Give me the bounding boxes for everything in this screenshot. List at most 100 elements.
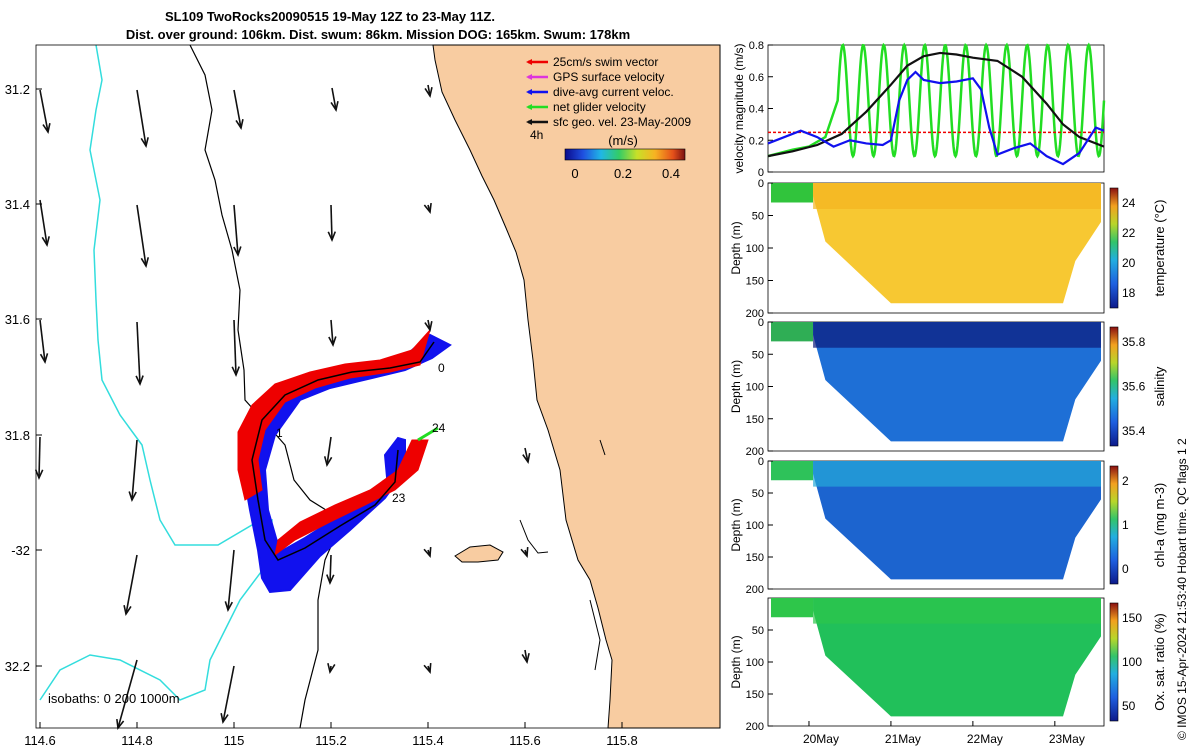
colorbar-tick-label: 50 bbox=[1122, 699, 1136, 713]
velocity-y-tick-label: 0.4 bbox=[749, 104, 764, 116]
geo-arrow bbox=[326, 436, 332, 466]
day-label: 1 bbox=[276, 426, 283, 440]
section-inshore-shelf bbox=[771, 183, 814, 203]
depth-tick-label: 0 bbox=[758, 178, 764, 190]
section-panel: 0 50 100 150 200 Depth (m) 35.8 35.6 35.4 salinit… bbox=[729, 317, 1167, 458]
map-x-tick-label: 115.8 bbox=[606, 733, 638, 748]
section-colorbar bbox=[1109, 326, 1119, 447]
day-label: 24 bbox=[432, 421, 446, 435]
geo-arrow-head bbox=[522, 453, 531, 465]
legend-label: 25cm/s swim vector bbox=[553, 55, 658, 69]
day-label: 23 bbox=[392, 491, 406, 505]
geo-arrow-head bbox=[39, 353, 49, 365]
legend-swatch-head bbox=[526, 74, 532, 80]
map-x-tick-label: 115.2 bbox=[315, 733, 347, 748]
geo-arrow-head bbox=[327, 231, 337, 243]
section-panel: 0 50 100 150 200 Depth (m) 24 22 20 18 temperature… bbox=[729, 178, 1167, 320]
section-upper-layer bbox=[813, 598, 1101, 624]
geo-arrow bbox=[39, 199, 48, 246]
colorbar-label: temperature (°C) bbox=[1152, 200, 1167, 297]
geo-arrow-head bbox=[326, 574, 335, 586]
legend-swatch-head bbox=[526, 119, 532, 125]
section-upper-layer bbox=[813, 322, 1101, 348]
geo-arrow-head bbox=[233, 246, 242, 258]
velocity-y-label: velocity magnitude (m/s) bbox=[732, 43, 746, 173]
section-data-region bbox=[813, 183, 1101, 304]
depth-axis-label: Depth (m) bbox=[729, 221, 743, 274]
depth-axis-label: Depth (m) bbox=[729, 360, 743, 413]
net-velocity-arrow bbox=[417, 426, 439, 442]
depth-tick-label: 150 bbox=[746, 414, 764, 426]
depth-axis-label: Depth (m) bbox=[729, 635, 743, 688]
geo-arrow bbox=[38, 436, 41, 479]
geo-arrow-head bbox=[423, 202, 432, 214]
colorbar-label: Ox. sat. ratio (%) bbox=[1152, 613, 1167, 711]
colorbar-tick-label: 22 bbox=[1122, 226, 1136, 240]
geo-arrow bbox=[131, 439, 138, 501]
geo-arrow bbox=[524, 447, 529, 463]
depth-tick-label: 200 bbox=[746, 308, 764, 320]
geo-arrow bbox=[136, 321, 141, 385]
map-y-tick-label: 31.8 bbox=[5, 428, 30, 443]
track-swim-swath bbox=[237, 329, 431, 557]
map-x-tick-label: 115.4 bbox=[412, 733, 444, 748]
geo-arrow-head bbox=[224, 601, 234, 613]
map-x-ticks: 114.6 114.8 115 115.2 115.4 115.6 115.8 bbox=[24, 722, 638, 748]
title-line-1: SL109 TwoRocks20090515 19-May 12Z to 23-… bbox=[165, 9, 495, 24]
colorbar-tick-label: 2 bbox=[1122, 474, 1129, 488]
geo-arrow-head bbox=[423, 662, 432, 674]
geo-arrow bbox=[136, 89, 147, 147]
depth-tick-label: 200 bbox=[746, 721, 764, 733]
geo-arrow-head bbox=[140, 257, 150, 269]
geo-arrow-head bbox=[423, 546, 432, 558]
section-inshore-shelf bbox=[771, 322, 814, 342]
map-x-tick-label: 114.8 bbox=[121, 733, 153, 748]
land bbox=[432, 44, 721, 729]
geo-arrow bbox=[227, 549, 235, 611]
geo-arrow-head bbox=[135, 375, 144, 387]
section-upper-layer bbox=[813, 183, 1101, 209]
geo-arrow bbox=[39, 319, 46, 363]
depth-tick-label: 0 bbox=[758, 317, 764, 329]
map-y-ticks: 31.2 31.4 31.6 31.8 -32 32.2 bbox=[5, 82, 42, 674]
depth-tick-label: 150 bbox=[746, 689, 764, 701]
title-line-2: Dist. over ground: 106km. Dist. swum: 86… bbox=[126, 27, 630, 42]
legend-label: sfc geo. vel. 23-May-2009 bbox=[553, 115, 691, 129]
geo-arrow-head bbox=[521, 653, 530, 665]
geo-arrow bbox=[39, 89, 49, 133]
velocity-series bbox=[767, 70, 1105, 166]
section-data-region bbox=[813, 322, 1101, 442]
geo-arrow-head bbox=[330, 101, 339, 113]
depth-tick-label: 100 bbox=[746, 243, 764, 255]
geo-arrow bbox=[331, 87, 337, 111]
depth-tick-label: 100 bbox=[746, 520, 764, 532]
depth-tick-label: 200 bbox=[746, 446, 764, 458]
day-label: 0 bbox=[438, 361, 445, 375]
isobath-1000m bbox=[39, 44, 273, 701]
map-x-tick-label: 114.6 bbox=[24, 733, 56, 748]
geo-arrow bbox=[330, 204, 333, 241]
depth-tick-label: 50 bbox=[752, 211, 764, 223]
map-x-tick-label: 115 bbox=[224, 733, 245, 748]
colorbar-tick-label: 24 bbox=[1122, 196, 1136, 210]
depth-tick-label: 150 bbox=[746, 552, 764, 564]
velocity-y-tick-label: 0 bbox=[758, 167, 764, 179]
geo-arrow-head bbox=[140, 137, 149, 149]
legend-swatch-head bbox=[526, 104, 532, 110]
velocity-series bbox=[767, 51, 1105, 158]
geo-arrow bbox=[233, 319, 237, 376]
colorbar-tick-label: 35.4 bbox=[1122, 424, 1146, 438]
track-line bbox=[251, 341, 435, 561]
date-tick-label: 20May bbox=[803, 732, 839, 746]
geo-arrow bbox=[125, 554, 138, 615]
geo-arrow bbox=[222, 665, 235, 723]
legend-label: GPS surface velocity bbox=[553, 70, 664, 84]
geo-arrow-head bbox=[235, 119, 244, 131]
section-upper-layer bbox=[813, 461, 1101, 487]
geo-arrow-head bbox=[42, 123, 51, 135]
colorbar-tick-label: 0.4 bbox=[662, 166, 680, 181]
section-inshore-shelf bbox=[771, 461, 814, 481]
map-y-tick-label: -32 bbox=[11, 543, 30, 558]
